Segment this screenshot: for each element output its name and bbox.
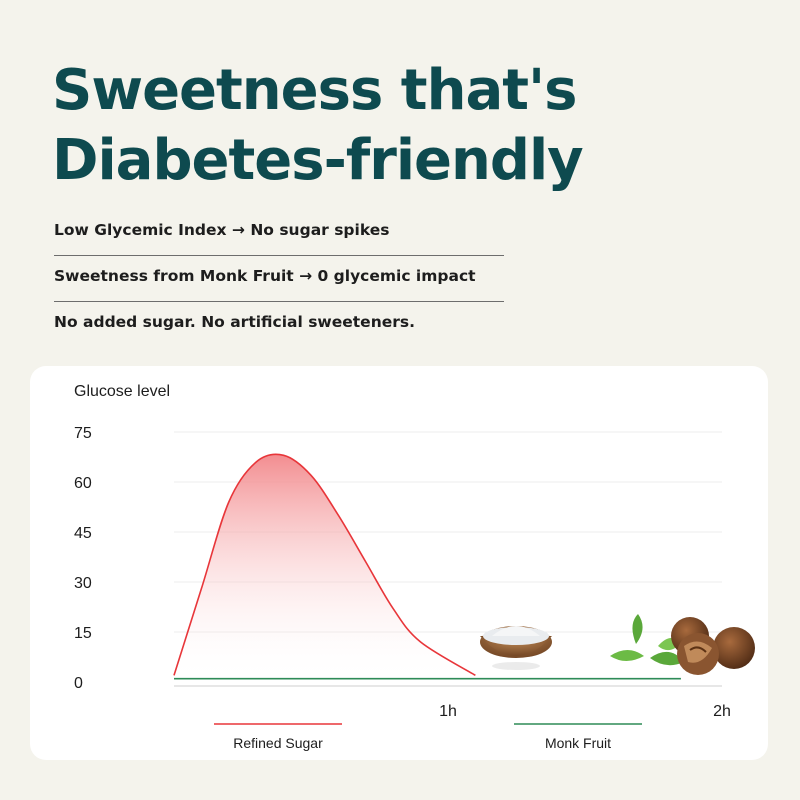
y-tick-label: 15 xyxy=(74,625,92,642)
x-tick-label: 2h xyxy=(713,703,731,720)
headline-line-1: Sweetness that's xyxy=(52,58,577,123)
glucose-chart: Glucose level 0 15 30 45 60 75 1h 2h Refined Su… xyxy=(74,383,755,751)
legend-label-refined-sugar: Refined Sugar xyxy=(233,735,323,751)
y-tick-label: 0 xyxy=(74,675,83,692)
divider xyxy=(54,255,504,256)
y-tick-label: 75 xyxy=(74,425,92,442)
monk-fruit-image xyxy=(610,614,755,675)
legend-label-monk-fruit: Monk Fruit xyxy=(545,735,611,751)
y-tick-label: 45 xyxy=(74,525,92,542)
refined-sugar-line xyxy=(173,453,476,677)
benefit-no-added-sugar: No added sugar. No artificial sweeteners… xyxy=(54,313,416,331)
sugar-bowl-image xyxy=(480,626,552,670)
y-tick-label: 30 xyxy=(74,575,92,592)
x-tick-label: 1h xyxy=(439,703,457,720)
y-axis-label: Glucose level xyxy=(74,383,170,400)
refined-sugar-area xyxy=(174,454,476,682)
y-tick-label: 60 xyxy=(74,475,92,492)
divider xyxy=(54,301,504,302)
headline-line-2: Diabetes-friendly xyxy=(52,128,584,193)
benefit-monk-fruit: Sweetness from Monk Fruit → 0 glycemic i… xyxy=(54,267,476,285)
chart-card: Glucose level 0 15 30 45 60 75 1h 2h Refined Su… xyxy=(30,366,768,760)
benefit-list: Low Glycemic Index → No sugar spikes Swe… xyxy=(54,210,504,347)
benefit-low-gi: Low Glycemic Index → No sugar spikes xyxy=(54,221,390,239)
headline: Sweetness that's Diabetes-friendly xyxy=(52,56,584,196)
